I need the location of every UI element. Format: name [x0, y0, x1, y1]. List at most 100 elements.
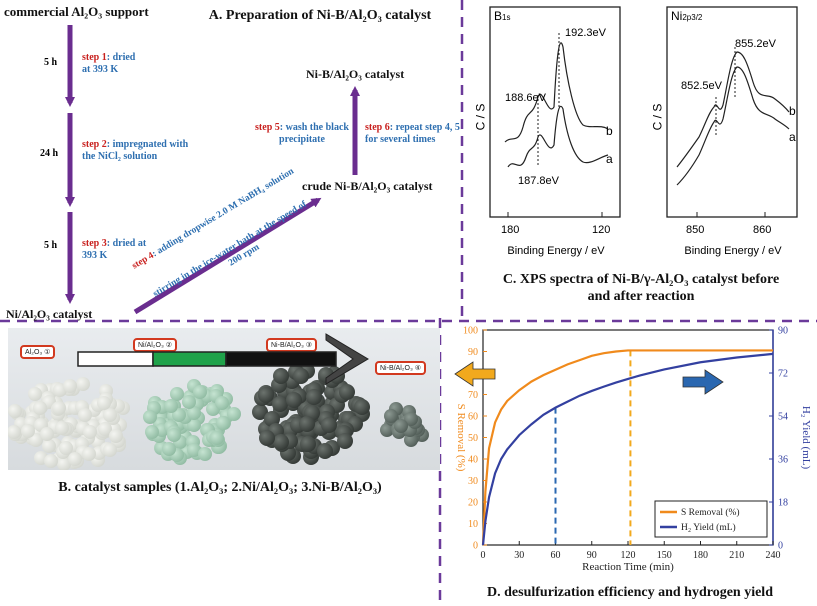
legend-label-s-removal: S Removal (%): [681, 507, 740, 518]
catalyst-bead: [63, 378, 78, 393]
catalyst-bead: [163, 399, 178, 414]
catalyst-bead: [320, 416, 337, 433]
ni2p-xlabel: Binding Energy / eV: [684, 245, 782, 257]
catalyst-bead: [103, 443, 118, 458]
catalyst-bead: [8, 404, 22, 419]
time-3: 5 h: [44, 240, 58, 251]
b1s-curve-a: [507, 105, 609, 168]
catalyst-bead: [306, 389, 323, 406]
catalyst-bead: [97, 396, 112, 411]
x-tick-label: 180: [693, 550, 708, 561]
b1s-peak-1: 192.3eV: [565, 27, 606, 39]
catalyst-bead: [338, 383, 355, 400]
left-tick-label: 0: [473, 541, 478, 552]
catalyst-bead: [57, 456, 72, 470]
catalyst-bead: [216, 416, 231, 430]
sample-tag-2: Ni/Al₂O₃ ②: [133, 338, 178, 352]
x-tick-label: 60: [551, 550, 561, 561]
crude-label: crude Ni-B/Al₂O₃ catalyst: [302, 179, 433, 193]
catalyst-bead: [187, 417, 202, 432]
catalyst-bead: [298, 415, 315, 432]
catalyst-bead: [181, 394, 196, 409]
catalyst-bead: [300, 436, 317, 453]
catalyst-bead: [21, 424, 36, 439]
panel-c-caption: C. XPS spectra of Ni-B/γ-Al₂O₃ catalyst …: [502, 272, 780, 304]
panel-a-title: A. Preparation of Ni-B/Al₂O₃ catalyst: [208, 8, 432, 23]
catalyst-bead: [68, 451, 83, 466]
catalyst-bead: [109, 429, 124, 444]
catalyst-bead: [75, 376, 90, 391]
catalyst-bead: [161, 441, 176, 456]
left-axis-label: S Removal (%): [455, 404, 467, 472]
b1s-curve-b: [504, 42, 609, 143]
catalyst-bead: [103, 408, 118, 423]
x-tick-label: 90: [587, 550, 597, 561]
b1s-ylabel: C / S: [473, 103, 488, 131]
catalyst-bead: [264, 410, 281, 427]
b1s-xlabel: Binding Energy / eV: [507, 245, 605, 257]
blue-right-arrow-icon: [682, 369, 724, 395]
catalyst-bead: [257, 387, 274, 404]
catalyst-bead: [83, 424, 98, 439]
sample-tag-3: Ni-B/Al₂O₃ ③: [266, 338, 318, 352]
right-axis-label: H₂ Yield (mL): [800, 406, 812, 470]
catalyst-bead: [353, 398, 370, 415]
ni2p-curve-label-b: b: [789, 104, 796, 118]
catalyst-bead: [384, 409, 399, 424]
b1s-peak-3: 187.8eV: [518, 175, 559, 187]
x-tick-label: 150: [657, 550, 672, 561]
catalyst-bead: [272, 368, 289, 384]
catalyst-bead: [81, 447, 96, 462]
xps-b1s-frame: [489, 6, 621, 218]
left-tick-label: 90: [468, 347, 478, 358]
catalyst-bead: [52, 400, 67, 415]
catalyst-bead: [197, 446, 212, 461]
step3-text: step 3: dried at 393 K: [82, 238, 147, 261]
catalyst-bead: [166, 428, 181, 443]
catalyst-bead: [55, 420, 69, 435]
catalyst-bead: [214, 396, 229, 411]
left-tick-label: 60: [468, 412, 478, 423]
catalyst-bead: [404, 433, 419, 448]
xps-ni2p-frame: [666, 6, 798, 218]
arrow-step4: [133, 197, 322, 315]
catalyst-bead: [145, 424, 160, 439]
step1-text: step 1: dried at 393 K: [82, 52, 136, 75]
ni2p-curve-label-a: a: [789, 130, 796, 144]
catalyst-bead: [272, 433, 289, 450]
x-tick-label: 0: [481, 550, 486, 561]
time-2: 24 h: [40, 148, 59, 159]
catalyst-bead: [210, 431, 225, 446]
catalyst-bead: [259, 430, 276, 447]
catalyst-photo: Al₂O₃ ① Ni/Al₂O₃ ② Ni-B/Al₂O₃ ③ Ni-B/Al₂…: [8, 328, 440, 470]
b1s-curve-label-b: b: [606, 124, 613, 138]
right-tick-label: 0: [778, 541, 783, 552]
x-tick-label: 30: [514, 550, 524, 561]
left-tick-label: 20: [468, 498, 478, 509]
panel-d-caption: D. desulfurization efficiency and hydrog…: [487, 585, 773, 600]
step6-text: step 6: repeat step 4, 5 for several tim…: [365, 122, 460, 145]
orange-left-arrow-icon: [454, 361, 496, 387]
catalyst-bead: [8, 424, 21, 439]
step2-text: step 2: impregnated with the NiCl₂ solut…: [82, 139, 189, 162]
panel-a-arrows: [65, 25, 360, 315]
catalyst-bead: [272, 395, 289, 412]
legend-box: [654, 500, 768, 538]
b1s-tick-120: 120: [592, 224, 611, 236]
panel-b-caption: B. catalyst samples (1.Al₂O₃; 2.Ni/Al₂O₃…: [58, 480, 382, 495]
catalyst-bead: [316, 442, 333, 459]
x-axis-label: Reaction Time (min): [582, 561, 674, 573]
catalyst-bead: [42, 438, 57, 453]
catalyst-bead: [336, 433, 353, 450]
series-h2-yield-line: [481, 352, 774, 546]
b1s-title: B1s: [494, 9, 511, 23]
catalyst-bead: [40, 427, 55, 442]
right-tick-label: 36: [778, 455, 788, 466]
right-tick-label: 18: [778, 498, 788, 509]
left-tick-label: 30: [468, 476, 478, 487]
catalyst-bead: [33, 400, 48, 415]
sample-tag-1: Al₂O₃ ①: [20, 345, 56, 359]
catalyst-bead: [78, 408, 93, 423]
left-tick-label: 10: [468, 519, 478, 530]
